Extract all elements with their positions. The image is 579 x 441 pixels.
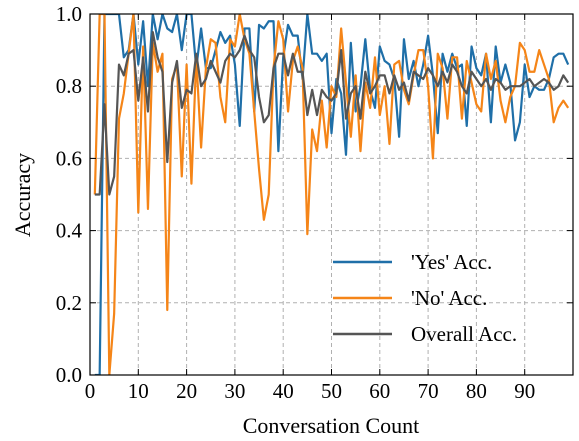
legend-label-2: Overall Acc. <box>411 322 517 346</box>
series-line-2 <box>94 30 570 196</box>
y-tick-label: 0.2 <box>56 291 82 315</box>
x-tick-label: 30 <box>224 379 245 403</box>
x-tick-label: 60 <box>369 379 390 403</box>
y-tick-label: 0.8 <box>56 74 82 98</box>
legend-label-1: 'No' Acc. <box>411 286 487 310</box>
x-tick-label: 50 <box>321 379 342 403</box>
x-tick-label: 80 <box>466 379 487 403</box>
legend-label-0: 'Yes' Acc. <box>411 250 492 274</box>
series-line-0 <box>94 14 570 375</box>
ticks: 0 10 20 30 40 50 60 70 80 90 0.0 0.2 0.4 0.6 0.8 1.0 <box>56 2 573 403</box>
y-tick-label: 0.6 <box>56 146 82 170</box>
x-axis-title: Conversation Count <box>243 413 420 438</box>
y-axis-title: Accuracy <box>10 153 35 237</box>
legend: 'Yes' Acc. 'No' Acc. Overall Acc. <box>333 250 517 346</box>
x-tick-label: 0 <box>85 379 96 403</box>
y-tick-label: 0.0 <box>56 363 82 387</box>
x-tick-label: 40 <box>273 379 294 403</box>
series-lines <box>93 14 570 375</box>
x-tick-label: 20 <box>176 379 197 403</box>
x-tick-label: 10 <box>128 379 149 403</box>
x-tick-label: 70 <box>418 379 439 403</box>
series-line-1 <box>93 14 570 375</box>
x-tick-label: 90 <box>514 379 535 403</box>
y-tick-label: 1.0 <box>56 2 82 26</box>
y-tick-label: 0.4 <box>56 219 83 243</box>
